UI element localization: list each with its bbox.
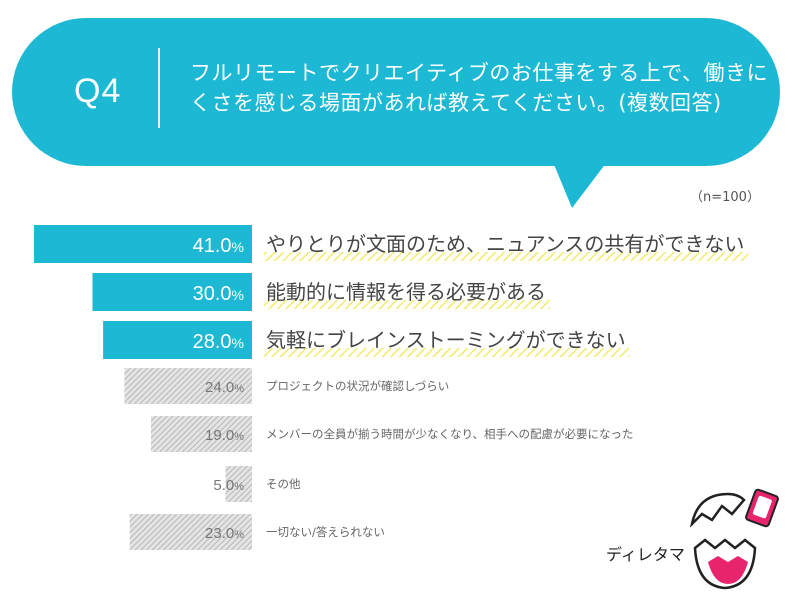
data-label-unit: % [232, 335, 244, 351]
data-label-unit: % [232, 239, 244, 255]
data-label: 24.0% [205, 379, 244, 396]
data-label: 5.0% [213, 477, 244, 494]
phone-screen-icon [752, 495, 772, 519]
category-label: メンバーの全員が揃う時間が少なくなり、相手への配慮が必要になった [266, 427, 634, 441]
bar [124, 368, 252, 404]
bar [225, 466, 252, 502]
egg-mouth [708, 556, 748, 584]
data-label-number: 23.0 [205, 525, 234, 542]
question-divider [158, 48, 160, 128]
label-underline [264, 252, 749, 261]
mascot-illustration: ディレタマ [606, 488, 779, 590]
data-label-number: 30.0 [193, 283, 232, 305]
bar [103, 321, 252, 359]
data-label: 28.0% [193, 331, 244, 353]
data-label-number: 19.0 [205, 427, 234, 444]
category-label: 一切ない/答えられない [266, 525, 385, 539]
data-label: 30.0% [193, 283, 244, 305]
data-label-unit: % [234, 431, 244, 443]
data-label-number: 5.0 [213, 477, 234, 494]
label-underline [264, 300, 550, 309]
category-label: やりとりが文面のため、ニュアンスの共有ができない [266, 232, 744, 256]
category-label: その他 [266, 477, 301, 491]
label-underline [264, 348, 630, 357]
data-label-number: 24.0 [205, 379, 234, 396]
question-number: Q4 [74, 72, 122, 110]
data-label-number: 28.0 [193, 331, 232, 353]
category-label: 能動的に情報を得る必要がある [266, 280, 546, 304]
egg-shell-top [689, 492, 746, 528]
category-label: プロジェクトの状況が確認しづらい [266, 379, 449, 393]
data-label: 19.0% [205, 427, 244, 444]
data-label-unit: % [234, 481, 244, 493]
mascot-signature: ディレタマ [606, 545, 685, 564]
data-label: 41.0% [193, 235, 244, 257]
data-label-unit: % [234, 529, 244, 541]
data-label: 23.0% [205, 525, 244, 542]
question-text: フルリモートでクリエイティブのお仕事をする上で、働きにくさを感じる場面があれば教… [190, 61, 768, 115]
data-label-number: 41.0 [193, 235, 232, 257]
data-label-unit: % [232, 287, 244, 303]
data-label-unit: % [234, 383, 244, 395]
bar [150, 416, 252, 452]
category-label: 気軽にブレインストーミングができない [266, 328, 626, 352]
bar [129, 514, 252, 550]
question-bubble [12, 18, 780, 166]
sample-size: （n=100） [690, 190, 760, 205]
bar [92, 273, 252, 311]
bar [34, 225, 252, 263]
